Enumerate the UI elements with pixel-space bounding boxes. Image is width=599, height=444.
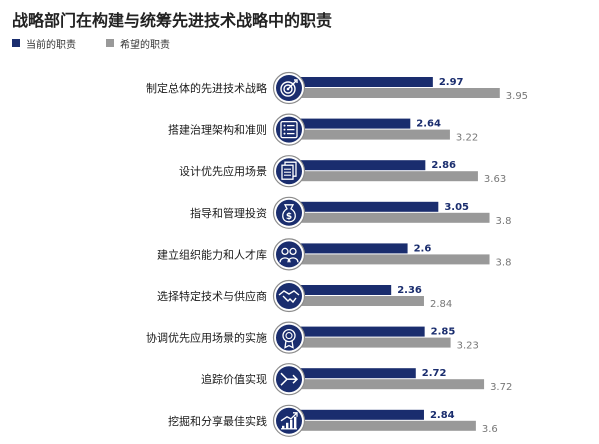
- value-label-current: 2.36: [397, 285, 422, 296]
- value-label-current: 2.72: [422, 368, 447, 379]
- value-label-hope: 3.22: [456, 133, 478, 144]
- legend-swatch-current: [12, 39, 20, 47]
- category-label: 协调优先应用场景的实施: [146, 331, 267, 345]
- bar-hope: [300, 379, 485, 390]
- bar-current: [300, 77, 433, 87]
- value-label-current: 2.85: [431, 327, 456, 338]
- value-label-hope: 2.84: [430, 299, 452, 310]
- bar-current: [300, 409, 424, 420]
- growth-chart-icon: [272, 404, 306, 437]
- value-label-hope: 3.63: [484, 174, 506, 185]
- bar-current: [300, 118, 411, 129]
- bar-current: [300, 243, 408, 254]
- value-label-hope: 3.8: [496, 257, 512, 268]
- legend-swatch-hope: [106, 39, 114, 47]
- value-label-current: 2.84: [430, 410, 455, 421]
- bar-current: [300, 201, 439, 212]
- legend: 当前的职责 希望的职责: [12, 36, 200, 51]
- category-label: 挖掘和分享最佳实践: [168, 414, 267, 428]
- target-icon: [272, 71, 306, 105]
- bar-hope: [300, 337, 451, 348]
- list-icon: [272, 113, 306, 146]
- value-label-current: 2.97: [439, 77, 464, 88]
- legend-label-hope: 希望的职责: [120, 39, 170, 51]
- documents-icon: [272, 155, 306, 188]
- bar-current: [300, 368, 416, 379]
- category-label: 搭建治理架构和准则: [168, 123, 267, 137]
- category-label: 设计优先应用场景: [179, 164, 267, 178]
- value-label-current: 2.64: [416, 119, 441, 130]
- bar-current: [300, 160, 426, 171]
- value-label-hope: 3.6: [482, 424, 498, 435]
- bar-hope: [300, 254, 490, 265]
- bar-hope: [300, 212, 490, 223]
- chart-title: 战略部门在构建与统筹先进技术战略中的职责: [12, 11, 333, 30]
- bar-current: [300, 285, 392, 295]
- category-label: 制定总体的先进技术战略: [146, 81, 267, 95]
- bar-hope: [300, 171, 478, 182]
- bar-hope: [300, 129, 450, 140]
- award-icon: [272, 321, 306, 354]
- value-label-current: 2.6: [414, 243, 432, 254]
- value-label-hope: 3.95: [506, 91, 528, 102]
- arrow-icon: [272, 363, 306, 396]
- category-label: 选择特定技术与供应商: [157, 289, 267, 303]
- bar-hope: [300, 88, 500, 98]
- value-label-hope: 3.8: [496, 216, 512, 227]
- svg-text:$: $: [286, 212, 292, 222]
- legend-item-current: 当前的职责: [12, 36, 76, 51]
- bar-hope: [300, 296, 424, 306]
- people-icon: [272, 238, 306, 271]
- bar-hope: [300, 420, 476, 431]
- legend-item-hope: 希望的职责: [106, 36, 170, 51]
- value-label-hope: 3.72: [490, 382, 512, 393]
- value-label-current: 3.05: [444, 202, 469, 213]
- legend-label-current: 当前的职责: [26, 39, 76, 51]
- bar-current: [300, 326, 425, 337]
- category-label: 指导和管理投资: [190, 206, 267, 220]
- value-label-current: 2.86: [431, 160, 456, 171]
- category-label: 追踪价值实现: [201, 372, 267, 386]
- category-label: 建立组织能力和人才库: [157, 247, 267, 261]
- handshake-icon: [272, 279, 306, 313]
- money-bag-icon: $: [272, 196, 306, 229]
- value-label-hope: 3.23: [457, 341, 479, 352]
